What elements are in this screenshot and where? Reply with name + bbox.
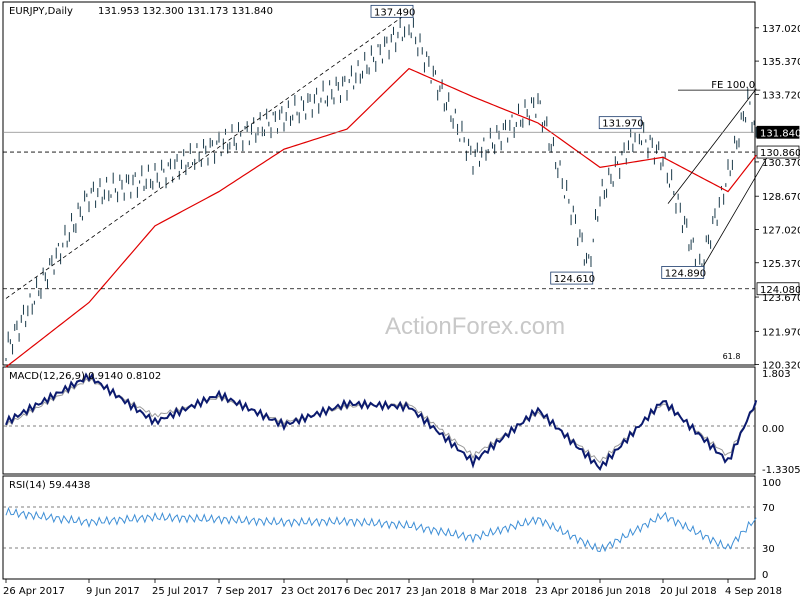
price-header-ohlc: 131.953 132.300 131.173 131.840 <box>98 6 273 17</box>
x-axis-labels: 26 Apr 2017 9 Jun 2017 25 Jul 2017 7 Sep 20… <box>3 579 782 597</box>
level-label-box <box>756 125 800 139</box>
level-label-box <box>756 282 800 296</box>
y-tick-label: 137.020 <box>762 24 800 35</box>
annotation-label: 124.890 <box>665 268 706 279</box>
rsi-tick-label: 0 <box>762 570 768 581</box>
y-tick-label: 135.370 <box>762 57 800 68</box>
annotation-box <box>370 4 414 18</box>
x-tick-label: 7 Sep 2017 <box>216 586 273 597</box>
rsi-header: RSI(14) 59.4438 <box>9 480 90 491</box>
x-tick-label: 4 Sep 2018 <box>725 586 782 597</box>
x-tick-label: 23 Jan 2018 <box>406 586 466 597</box>
y-tick-label: 127.020 <box>762 225 800 236</box>
price-levels: 131.840 130.860 124.080 <box>3 125 800 296</box>
level-label: 130.860 <box>760 148 800 159</box>
price-header-symbol: EURJPY,Daily <box>9 6 73 17</box>
macd-header: MACD(12,26,9) 0.9140 0.8102 <box>9 371 161 382</box>
rsi-tick-label: 70 <box>762 503 775 514</box>
price-layer <box>5 11 769 368</box>
rsi-tick-label: 30 <box>762 544 775 555</box>
rsi-line <box>5 506 757 553</box>
annotation-label: 61.8 <box>723 352 741 361</box>
level-label: 131.840 <box>760 128 800 139</box>
macd-tick-label: 1.803 <box>762 369 791 380</box>
y-tick-label: 121.970 <box>762 327 800 338</box>
y-tick-label: 120.320 <box>762 361 800 372</box>
channel-lower-line <box>699 155 769 273</box>
y-axis-labels: 137.020 135.370 133.720 130.370 128.670 127.0… <box>755 24 800 581</box>
y-tick-label: 123.670 <box>762 293 800 304</box>
macd-panel-frame <box>2 366 756 475</box>
rsi-panel-frame <box>2 475 756 580</box>
x-tick-label: 9 Jun 2017 <box>86 586 140 597</box>
level-label: 124.080 <box>760 285 800 296</box>
x-tick-label: 6 Dec 2017 <box>344 586 402 597</box>
annotation-label: 124.610 <box>554 274 595 285</box>
y-tick-label: 133.720 <box>762 90 800 101</box>
price-annotations: 137.490 131.970 124.610 124.890 FE 100.0 61.8 <box>370 4 755 361</box>
y-tick-label: 130.370 <box>762 158 800 169</box>
watermark: ActionForex.com <box>385 313 565 340</box>
x-tick-label: 20 Jul 2018 <box>660 586 717 597</box>
annotation-box <box>550 271 594 285</box>
macd-layer <box>5 372 758 472</box>
level-label-box <box>756 145 800 159</box>
x-tick-label: 23 Oct 2017 <box>281 586 343 597</box>
channel-upper-line <box>667 88 757 204</box>
x-tick-label: 8 Mar 2018 <box>470 586 527 597</box>
annotation-label: 131.970 <box>602 119 643 130</box>
annotation-box <box>598 116 642 130</box>
y-tick-label: 128.670 <box>762 192 800 203</box>
moving-average-line <box>5 67 757 368</box>
macd-tick-label: -1.3305 <box>762 465 800 476</box>
x-tick-label: 26 Apr 2017 <box>3 586 65 597</box>
x-tick-label: 6 Jun 2018 <box>597 586 651 597</box>
macd-line <box>5 372 758 472</box>
trend-line-dashed <box>5 11 410 299</box>
annotation-box <box>661 266 705 279</box>
rsi-layer <box>5 506 757 553</box>
price-panel-frame <box>2 1 756 366</box>
x-tick-label: 23 Apr 2018 <box>535 586 597 597</box>
rsi-tick-label: 100 <box>762 478 781 489</box>
macd-tick-label: 0.00 <box>762 424 784 435</box>
x-tick-label: 25 Jul 2017 <box>152 586 209 597</box>
annotation-label: 137.490 <box>374 7 415 18</box>
y-tick-label: 125.370 <box>762 259 800 270</box>
annotation-label: FE 100.0 <box>711 80 755 91</box>
